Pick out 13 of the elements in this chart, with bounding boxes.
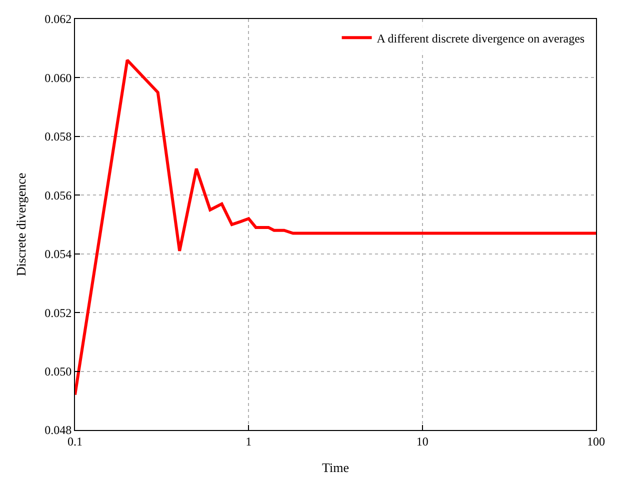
y-tick-label: 0.060 (44, 70, 72, 85)
x-axis-title: Time (322, 460, 350, 475)
x-tick-label: 10 (416, 434, 428, 448)
y-tick-label: 0.062 (44, 12, 72, 26)
y-tick-label: 0.052 (44, 306, 72, 320)
y-tick-label: 0.058 (44, 130, 72, 144)
x-tick-label: 1 (246, 434, 252, 448)
x-tick-label: 100 (587, 434, 605, 448)
y-tick-label: 0.056 (44, 188, 72, 202)
y-tick-label: 0.054 (44, 247, 72, 262)
legend-label: A different discrete divergence on averages (376, 31, 585, 46)
y-axis-title: Discrete divergence (14, 172, 29, 276)
y-tick-label: 0.050 (44, 364, 72, 378)
